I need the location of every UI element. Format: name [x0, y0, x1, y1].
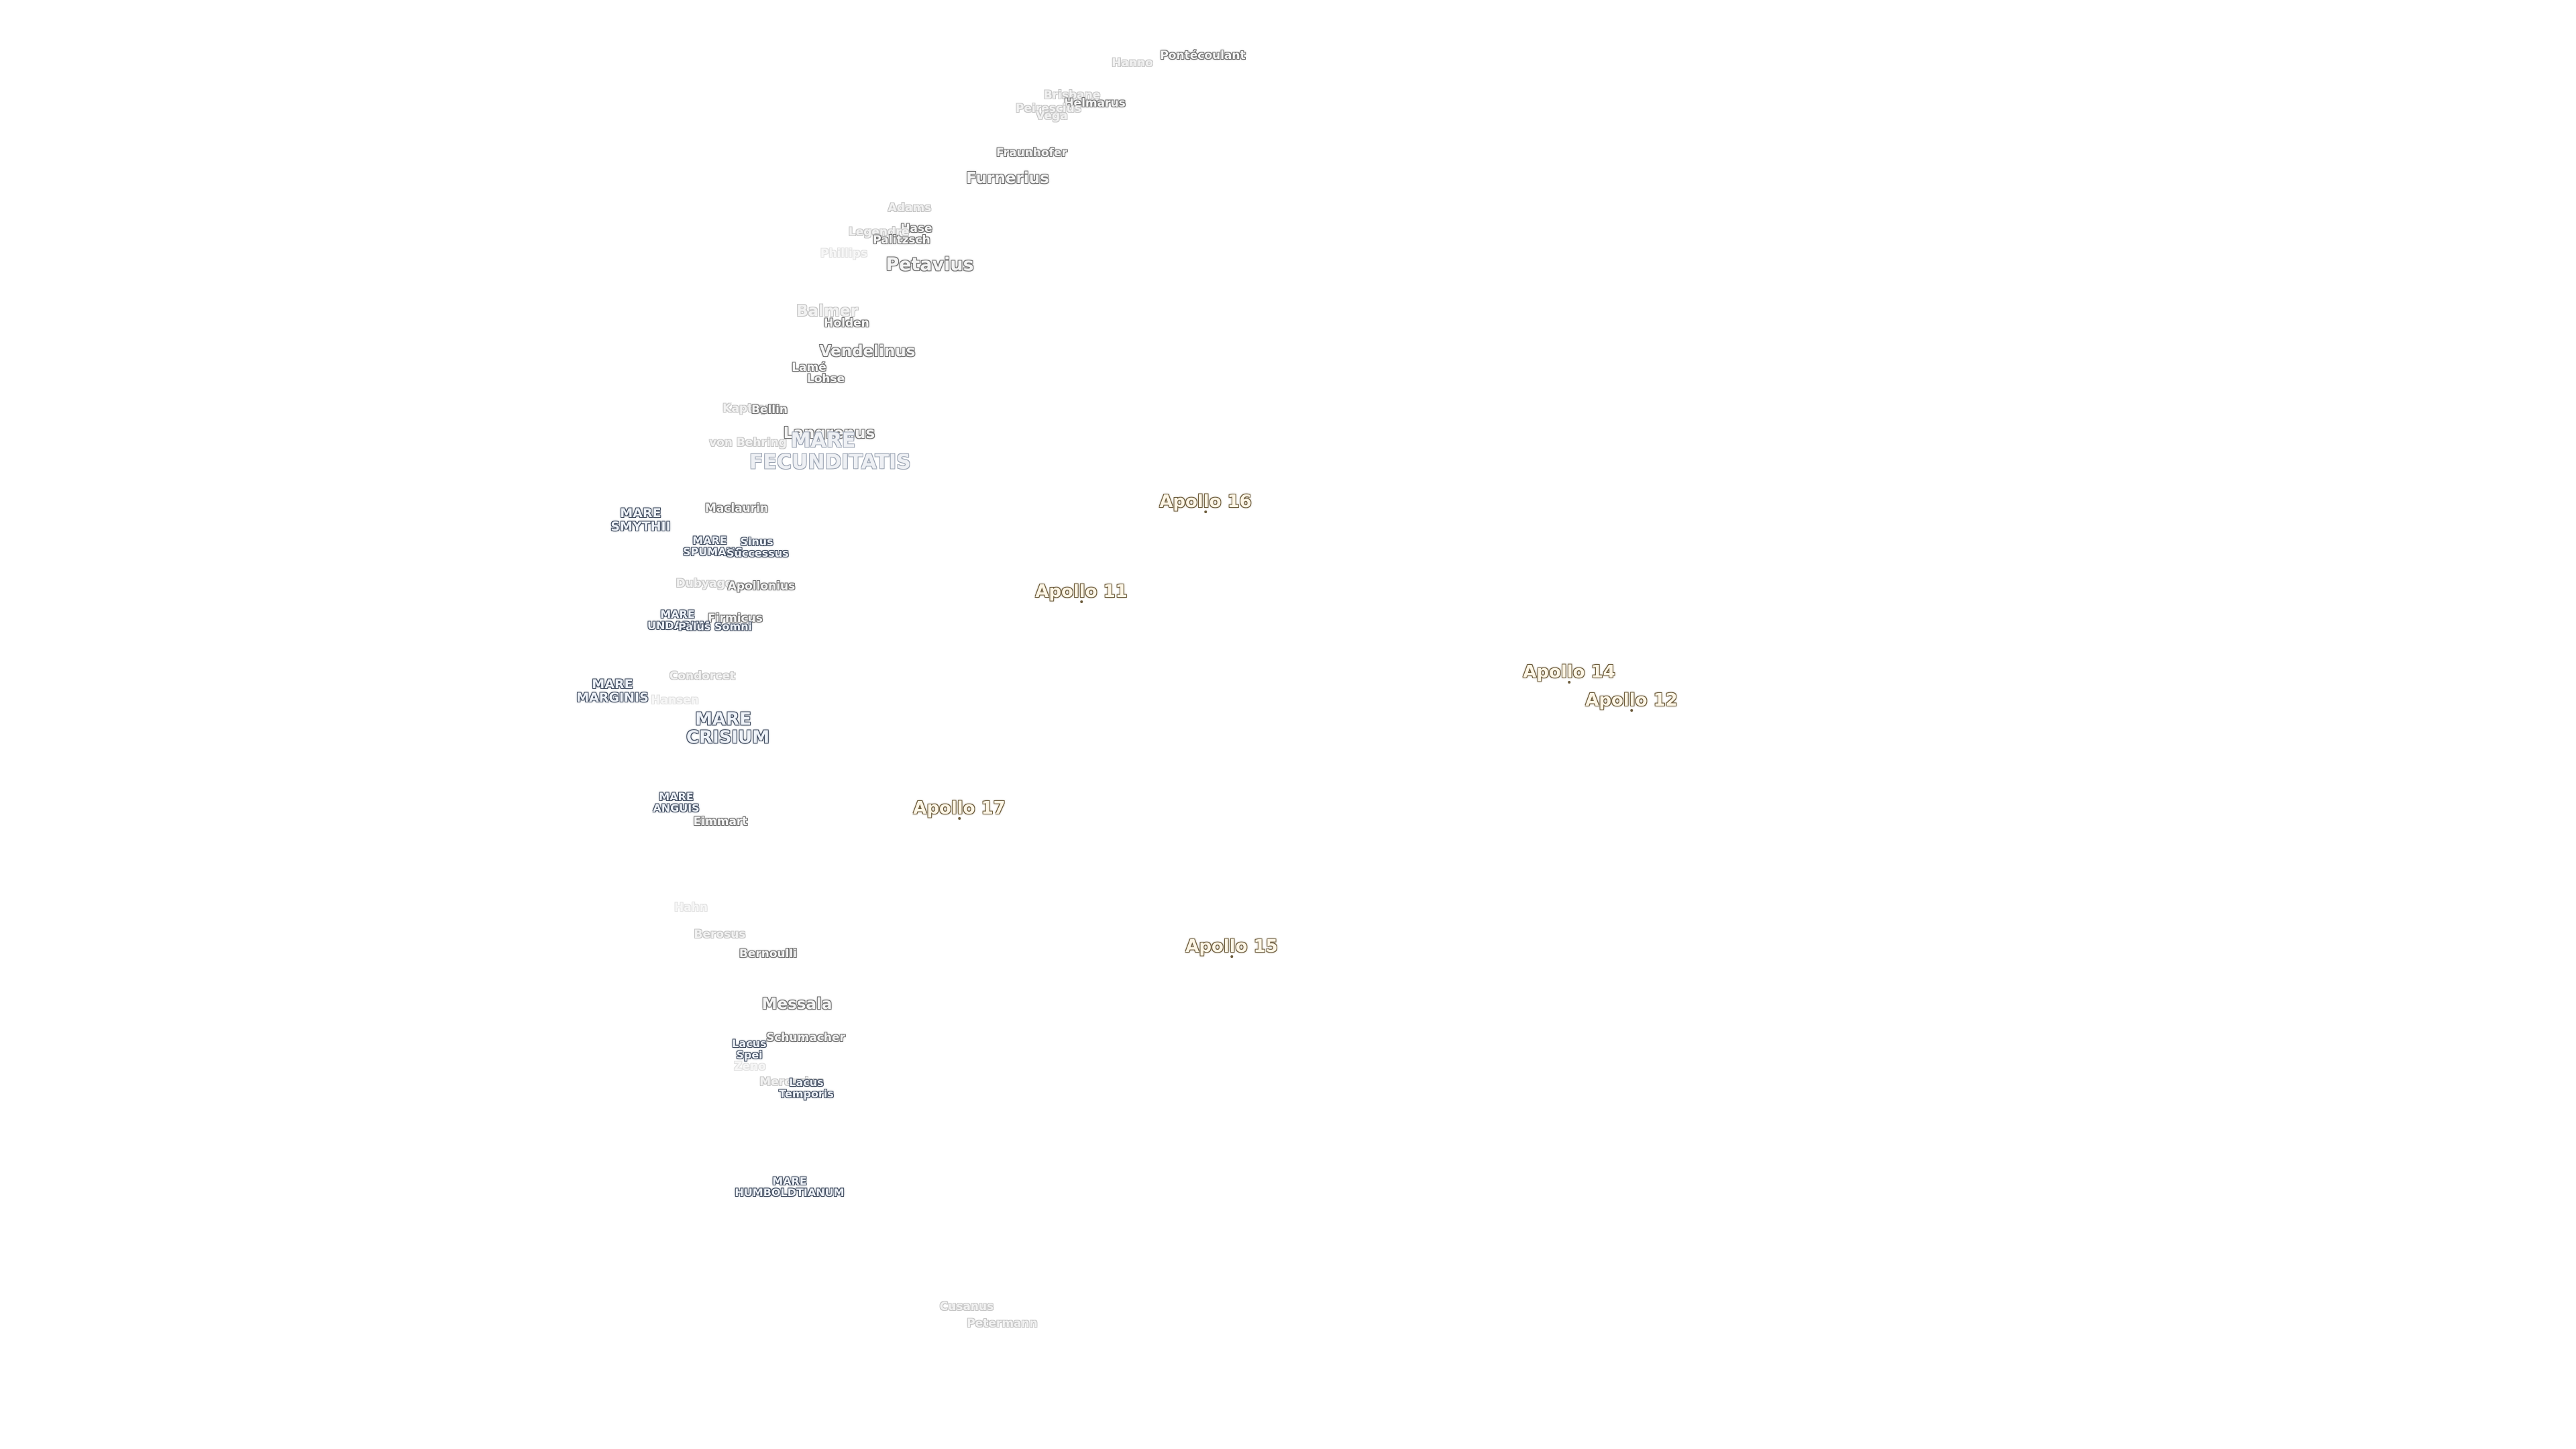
apollo-12-site[interactable]: Apollo 12	[1585, 690, 1678, 712]
mare-label-anguis: MARE ANGUIS	[653, 790, 700, 814]
crater-label-hase: Hase	[900, 222, 932, 236]
mare-label-lacus-temporis: Lacus Temporis	[779, 1076, 834, 1100]
crater-label-maclaurin: Maclaurin	[704, 502, 769, 516]
landing-site-marker-icon	[957, 817, 961, 820]
crater-label-hanno: Hanno	[1112, 56, 1153, 70]
crater-label-von-behring: von Behring	[709, 436, 787, 450]
mare-label-undarum: MARE UNDARUM	[647, 608, 710, 632]
crater-label-firmicus: Firmicus	[708, 612, 763, 626]
mare-label-marginis: MARE MARGINIS	[576, 677, 649, 705]
apollo-17-site[interactable]: Apollo 17	[913, 798, 1006, 820]
landing-site-marker-icon	[1079, 600, 1083, 603]
crater-label-bernoulli: Bernoulli	[739, 947, 798, 961]
crater-label-cusanus: Cusanus	[939, 1300, 994, 1314]
crater-label-berosus: Berosus	[694, 928, 746, 942]
mare-label-spumans: MARE SPUMANS	[683, 534, 743, 558]
crater-label-peirescius: Peirescius	[1016, 102, 1081, 116]
mare-label-smythii: MARE SMYTHII	[610, 506, 671, 534]
crater-label-hansen: Hansen	[651, 694, 699, 708]
apollo-16-site[interactable]: Apollo 16	[1159, 492, 1252, 513]
crater-label-petermann: Petermann	[967, 1317, 1038, 1331]
landing-site-marker-icon	[1203, 511, 1207, 513]
mare-label-crisium: MARE CRISIUM	[686, 709, 770, 748]
apollo-14-label: Apollo 14	[1523, 662, 1615, 682]
apollo-11-site[interactable]: Apollo 11	[1035, 582, 1128, 603]
crater-label-vendelinus: Vendelinus	[819, 342, 916, 360]
crater-label-adams: Adams	[888, 201, 932, 215]
crater-label-pontecoulant: Pontécoulant	[1160, 49, 1246, 63]
apollo-14-site[interactable]: Apollo 14	[1523, 662, 1615, 684]
crater-label-hahn: Hahn	[674, 901, 708, 915]
crater-label-petavius: Petavius	[885, 254, 974, 275]
crater-label-bellin: Bellin	[751, 403, 788, 417]
crater-label-lame: Lamé	[792, 361, 826, 375]
mare-label-humboldtianum: MARE HUMBOLDTIANUM	[735, 1175, 845, 1199]
crater-label-holden: Holden	[824, 317, 869, 331]
crater-label-condorcet: Condorcet	[669, 669, 736, 684]
landing-site-marker-icon	[1230, 955, 1233, 958]
apollo-15-label: Apollo 15	[1185, 936, 1278, 957]
crater-label-eimmart: Eimmart	[693, 815, 748, 829]
crater-label-messala: Messala	[761, 995, 833, 1013]
crater-label-langrenus: Langrenus	[783, 424, 875, 442]
crater-label-kapteyn: Kapteyn	[722, 402, 776, 416]
apollo-11-label: Apollo 11	[1035, 582, 1128, 602]
apollo-15-site[interactable]: Apollo 15	[1185, 936, 1278, 958]
apollo-17-label: Apollo 17	[913, 798, 1006, 818]
apollo-12-label: Apollo 12	[1585, 690, 1678, 710]
crater-label-mercurius: Mercurius	[759, 1075, 824, 1089]
crater-label-schumacher: Schumacher	[766, 1031, 845, 1045]
crater-label-furnerius: Furnerius	[966, 169, 1049, 187]
mare-label-fecunditatis: MARE FECUNDITATIS	[749, 429, 911, 474]
apollo-16-label: Apollo 16	[1159, 492, 1252, 512]
mare-label-lacus-spei: Lacus Spei	[732, 1037, 767, 1061]
mare-label-sinus-successus: Sinus Successus	[727, 535, 789, 559]
crater-label-legendre: Legendre	[848, 225, 910, 239]
crater-label-brisbane: Brisbane	[1043, 89, 1101, 103]
crater-label-apollonius: Apollonius	[727, 580, 796, 594]
crater-label-balmer: Balmer	[796, 302, 858, 320]
crater-label-zeno: Zeno	[734, 1060, 766, 1074]
crater-label-dubyago: Dubyago	[676, 577, 733, 591]
crater-label-vega: Vega	[1036, 109, 1068, 123]
crater-label-palitzsch: Palitzsch	[873, 233, 930, 248]
crater-label-phillips: Phillips	[820, 247, 868, 261]
landing-site-marker-icon	[1629, 709, 1633, 712]
crater-label-helmarus: Helmarus	[1064, 97, 1126, 111]
crater-label-fraunhofer: Fraunhofer	[996, 146, 1067, 160]
landing-site-marker-icon	[1567, 681, 1570, 684]
mare-label-palus-somni: Palus Somni	[678, 620, 753, 633]
crater-label-lohse: Lohse	[806, 372, 845, 386]
